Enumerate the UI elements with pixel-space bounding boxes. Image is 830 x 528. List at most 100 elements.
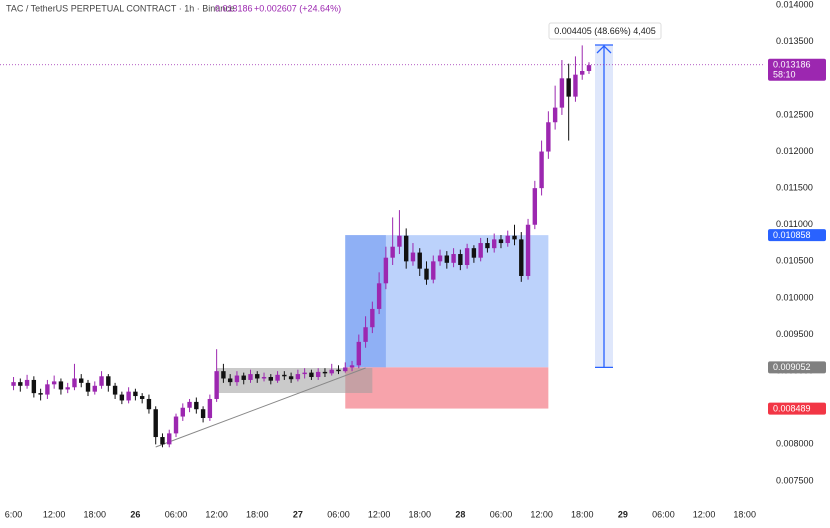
candle-body — [559, 78, 565, 108]
candle-body — [72, 378, 77, 388]
candle-body — [11, 382, 16, 386]
candle-body — [200, 409, 206, 419]
candle-body — [221, 371, 226, 379]
y-tick-label: 0.009500 — [776, 329, 814, 339]
x-tick-label: 18:00 — [84, 509, 107, 519]
candle-body — [505, 235, 510, 244]
candle-body — [309, 372, 314, 378]
x-tick-label: 12:00 — [368, 509, 391, 519]
candle-body — [512, 235, 517, 240]
y-tick-label: 0.013500 — [776, 36, 814, 46]
candle-body — [403, 235, 409, 262]
price-tag-label: 0.013186 — [773, 60, 811, 70]
candle-body — [363, 327, 368, 342]
x-tick-label: 18:00 — [733, 509, 756, 519]
candle-body — [390, 246, 395, 258]
candle-body — [31, 379, 37, 394]
candle-body — [336, 369, 341, 372]
candle-body — [248, 374, 253, 380]
candle-body — [566, 78, 571, 97]
candle-body — [586, 65, 592, 72]
candle-body — [451, 254, 456, 263]
position-loss-zone — [345, 367, 549, 409]
candle-body — [146, 398, 152, 410]
candle-body — [458, 254, 463, 266]
candle-body — [322, 371, 328, 374]
x-tick-label: 12:00 — [693, 509, 716, 519]
x-tick-label: 28 — [455, 509, 465, 519]
candle-body — [139, 396, 145, 399]
candle-body — [85, 382, 91, 392]
x-tick-label: 06:00 — [490, 509, 513, 519]
measure-tooltip: 0.004405 (48.66%) 4,405 — [554, 26, 656, 36]
candle-body — [532, 188, 538, 225]
price-tag — [768, 58, 826, 81]
candle-body — [167, 433, 172, 445]
y-tick-label: 0.007500 — [776, 475, 814, 485]
x-tick-label: 06:00 — [165, 509, 188, 519]
candle-body — [288, 376, 294, 380]
candle-body — [343, 367, 348, 372]
candle-body — [241, 375, 246, 380]
candle-body — [464, 248, 470, 266]
candle-body — [539, 151, 544, 189]
measure-tooltip-box — [548, 22, 662, 40]
y-tick-label: 0.010000 — [776, 292, 814, 302]
price-tag-label: 0.009052 — [773, 362, 811, 372]
candle-body — [417, 252, 422, 269]
candle-body — [261, 377, 267, 379]
y-tick-label: 0.011500 — [776, 183, 813, 193]
x-tick-label: 18:00 — [408, 509, 431, 519]
candle-body — [79, 378, 84, 383]
y-tick-label: 0.010500 — [776, 256, 814, 266]
candle-body — [255, 374, 260, 379]
x-tick-label: 12:00 — [205, 509, 228, 519]
candle-body — [58, 381, 64, 390]
x-tick-label: 06:00 — [652, 509, 675, 519]
candle-body — [194, 401, 199, 410]
candle-body — [546, 122, 551, 152]
candle-body — [492, 239, 497, 249]
candle-body — [376, 283, 382, 309]
price-tag — [768, 361, 826, 374]
price-tag-label: 0.008489 — [773, 403, 811, 413]
x-tick-label: 18:00 — [246, 509, 269, 519]
candle-body — [573, 74, 578, 97]
x-tick-label: 12:00 — [43, 509, 66, 519]
y-tick-label: 0.012500 — [776, 109, 814, 119]
candle-body — [302, 372, 307, 375]
candle-body — [126, 391, 131, 401]
candle-body — [119, 394, 125, 401]
candle-body — [214, 371, 219, 399]
candle-body — [275, 374, 280, 381]
candle-body — [580, 71, 585, 75]
trend-line — [155, 367, 366, 448]
x-tick-label: 27 — [293, 509, 303, 519]
candle-body — [234, 375, 240, 383]
y-tick-label: 0.011000 — [776, 219, 813, 229]
chart-title: TAC / TetherUS PERPETUAL CONTRACT · 1h ·… — [6, 3, 235, 13]
last-price: 0.013186 — [215, 3, 253, 13]
price-tag — [768, 402, 826, 415]
candle-body — [471, 248, 477, 258]
candle-body — [498, 239, 504, 244]
candle-body — [519, 239, 524, 276]
candle-body — [478, 243, 483, 258]
candle-body — [383, 257, 389, 284]
candle-body — [92, 385, 97, 392]
candle-body — [444, 255, 450, 263]
measure-arrow-head — [596, 45, 612, 54]
x-tick-label: 12:00 — [530, 509, 553, 519]
price-change: +0.002607 (+24.64%) — [254, 3, 341, 13]
candle-body — [24, 379, 30, 386]
candle-body — [349, 365, 355, 368]
candle-body — [106, 376, 111, 386]
candle-body — [207, 398, 213, 419]
candle-body — [65, 387, 70, 390]
y-tick-label: 0.012000 — [776, 146, 814, 156]
candle-body — [315, 371, 321, 378]
candle-body — [51, 381, 57, 385]
y-tick-label: 0.008000 — [776, 439, 814, 449]
candle-body — [329, 369, 334, 374]
y-tick-label: 0.014000 — [776, 0, 814, 9]
